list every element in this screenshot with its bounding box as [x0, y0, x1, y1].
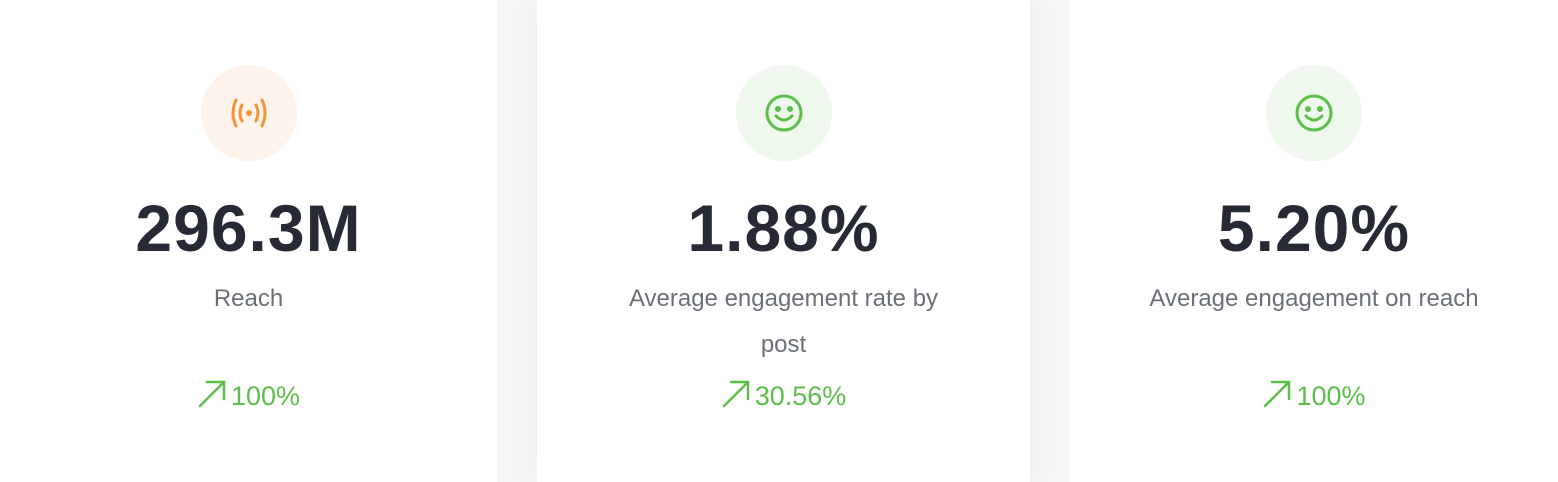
stat-label: Average engagement on reach [1149, 285, 1479, 312]
stat-label: Average engagement rate by post [628, 285, 939, 358]
stat-label: Reach [213, 285, 284, 312]
stat-change: 100% [1070, 376, 1558, 416]
change-text: 100% [230, 381, 301, 411]
stat-change: 30.56% [537, 376, 1030, 416]
stat-value: 1.88% [687, 191, 880, 265]
change-text: 100% [1296, 381, 1366, 411]
stat-value: 296.3M [135, 191, 362, 265]
stat-change: 100% [0, 376, 497, 416]
engagement-icon [1266, 65, 1362, 161]
reach-icon [200, 65, 297, 161]
stat-card: 296.3M Reach 100% [0, 0, 497, 482]
change-text: 30.56% [754, 381, 847, 411]
stat-value: 5.20% [1217, 191, 1411, 265]
stat-card: 1.88% Average engagement rate by post 30… [537, 0, 1030, 482]
engagement-icon [735, 65, 832, 161]
stat-card: 5.20% Average engagement on reach 100% [1070, 0, 1558, 482]
